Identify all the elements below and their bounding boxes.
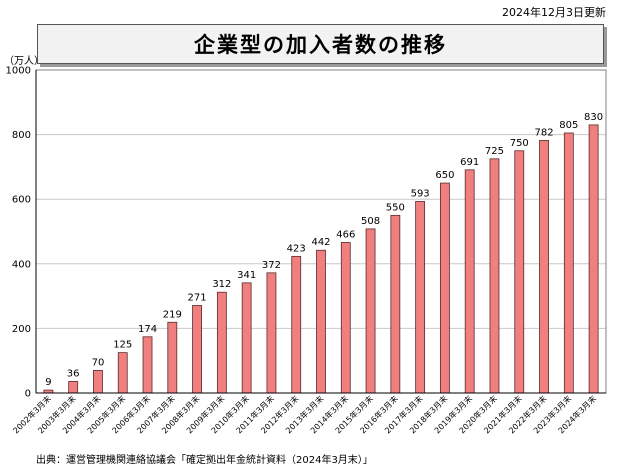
data-label: 174 [138, 324, 157, 335]
bar [291, 255, 302, 394]
y-tick-label: 1000 [6, 66, 31, 77]
bar [266, 272, 277, 394]
data-label: 805 [559, 120, 578, 131]
bar [241, 282, 252, 394]
data-label: 312 [212, 279, 231, 290]
bar [390, 214, 401, 394]
data-label: 782 [534, 127, 553, 138]
data-label: 423 [287, 243, 306, 254]
data-label: 442 [311, 237, 330, 248]
data-label: 341 [237, 270, 256, 281]
data-label: 9 [45, 377, 51, 388]
data-label: 125 [113, 340, 132, 351]
data-label: 830 [584, 112, 603, 123]
bar [489, 158, 500, 394]
chart-title: 企業型の加入者数の推移 [194, 33, 447, 57]
y-tick-label: 800 [12, 130, 31, 141]
data-label: 271 [188, 292, 207, 303]
y-axis-unit: （万人） [4, 56, 44, 67]
data-label: 70 [92, 357, 105, 368]
data-label: 691 [460, 157, 479, 168]
bar [68, 380, 79, 394]
data-label: 372 [262, 260, 281, 271]
data-label: 750 [510, 138, 529, 149]
bar [142, 336, 153, 394]
bar [415, 201, 426, 394]
data-label: 550 [386, 202, 405, 213]
data-label: 219 [163, 309, 182, 320]
bar [464, 169, 475, 394]
bar [216, 291, 227, 394]
bar [588, 124, 599, 394]
bar [365, 228, 376, 394]
data-label: 508 [361, 216, 380, 227]
bar [563, 132, 574, 394]
y-tick-label: 400 [12, 259, 31, 270]
bar [117, 352, 128, 394]
bar [316, 249, 326, 394]
bar [192, 305, 202, 394]
update-date: 2024年12月3日更新 [502, 6, 606, 19]
y-tick-label: 200 [12, 324, 31, 335]
bar [539, 140, 549, 394]
bar [514, 150, 525, 394]
title-box: 企業型の加入者数の推移 [37, 24, 604, 64]
data-label: 466 [336, 229, 355, 240]
data-label: 725 [485, 146, 504, 157]
bar [93, 369, 103, 394]
bar [340, 242, 351, 394]
data-label: 650 [435, 170, 454, 181]
y-tick-label: 600 [12, 195, 31, 206]
bar [167, 321, 178, 394]
bar [440, 182, 450, 394]
data-label: 36 [67, 368, 80, 379]
data-label: 593 [411, 188, 430, 199]
source-note: 出典：運営管理機関連絡協議会「確定拠出年金統計資料（2024年3月末）」 [36, 455, 373, 466]
y-tick-label: 0 [25, 389, 31, 400]
